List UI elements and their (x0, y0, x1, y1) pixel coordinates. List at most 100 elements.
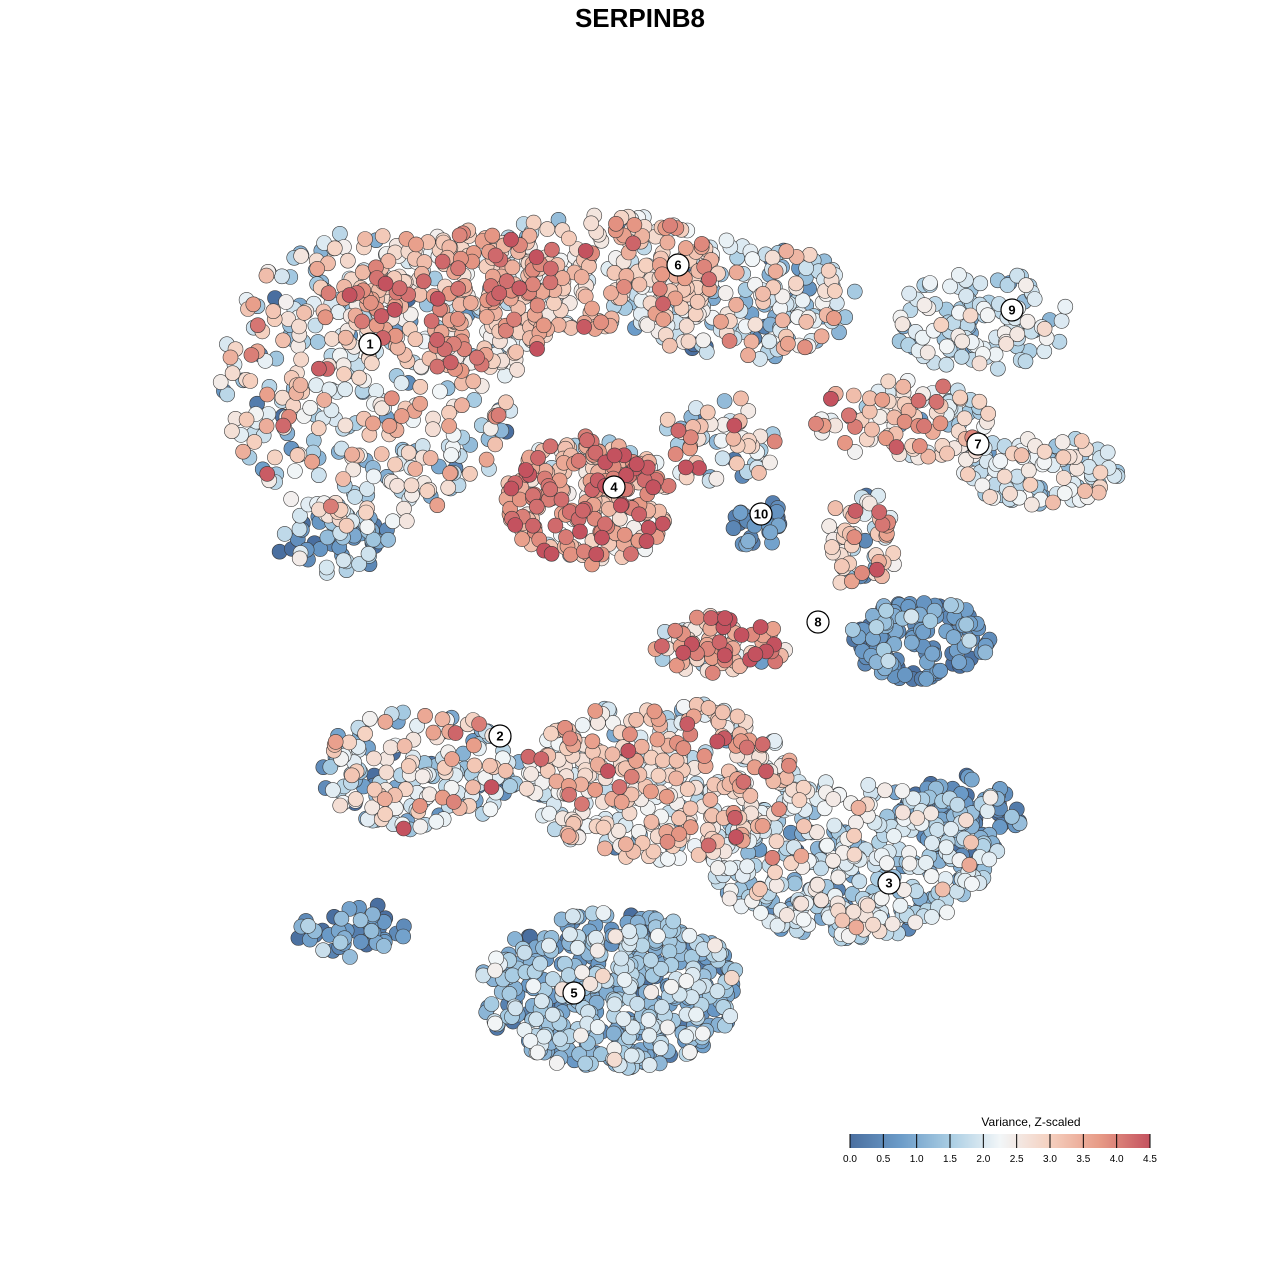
cell-point (795, 911, 812, 928)
cell-point (323, 498, 339, 515)
cell-point (831, 324, 847, 341)
cell-point (518, 780, 535, 797)
cell-point (1092, 464, 1109, 481)
cell-point (1077, 483, 1093, 499)
cell-point (733, 627, 750, 643)
cell-point (506, 311, 522, 328)
cluster-marker (562, 981, 586, 1005)
cell-point (963, 834, 979, 851)
cell-point (977, 644, 994, 661)
cell-point (245, 296, 262, 313)
cell-point (671, 826, 687, 842)
cell-point (377, 275, 394, 292)
cell-point (659, 1019, 676, 1036)
cell-point (693, 236, 710, 252)
cell-point (1036, 320, 1053, 337)
cell-point (573, 1027, 589, 1044)
cell-point (860, 777, 877, 793)
cell-point (670, 422, 687, 439)
cell-point (699, 404, 716, 421)
cell-point (897, 667, 913, 683)
cell-point (1053, 313, 1070, 329)
cell-point (901, 285, 918, 302)
cell-point (643, 814, 660, 830)
cell-point (300, 918, 317, 934)
cell-point (380, 253, 397, 269)
cell-point (535, 317, 552, 334)
cell-point (846, 827, 862, 844)
cell-point (762, 454, 778, 471)
cell-point (764, 249, 781, 266)
cell-point (726, 417, 743, 434)
cell-point (678, 318, 695, 334)
cell-point (429, 358, 446, 375)
cell-point (622, 726, 638, 743)
cell-point (338, 517, 355, 534)
cell-point (980, 405, 997, 422)
cell-point (362, 294, 379, 311)
cell-point (678, 973, 695, 989)
cell-point (886, 828, 902, 844)
cluster-number: 5 (570, 986, 577, 1001)
cell-point (577, 1055, 594, 1072)
cell-point (894, 804, 911, 821)
cell-point (359, 519, 376, 535)
cell-point (365, 415, 381, 432)
cell-point (638, 257, 654, 274)
cell-point (938, 839, 955, 856)
cell-point (296, 305, 312, 321)
cluster-label-4: 4 (602, 475, 626, 499)
cell-point (498, 273, 515, 290)
cell-point (386, 301, 403, 318)
cell-point (992, 819, 1008, 835)
cell-point (595, 819, 612, 836)
cell-point (717, 285, 734, 301)
cell-point (292, 507, 308, 524)
cell-point (440, 479, 457, 496)
cell-point (544, 1006, 561, 1023)
cell-point (374, 228, 391, 244)
cell-point (639, 317, 656, 333)
cell-point (909, 810, 926, 826)
cell-point (934, 881, 951, 898)
cell-point (442, 465, 458, 481)
cell-point (826, 817, 843, 834)
cell-point (451, 227, 468, 244)
cell-point (560, 828, 577, 844)
cell-point (449, 311, 466, 327)
cell-point (821, 518, 838, 535)
cell-point (594, 529, 610, 546)
cell-point (628, 456, 645, 473)
cell-point (682, 800, 699, 817)
cell-point (953, 348, 970, 365)
cell-point (408, 236, 424, 253)
cell-point (384, 513, 401, 530)
cell-point (796, 818, 812, 835)
cell-point (387, 456, 403, 473)
cell-point (597, 840, 613, 857)
cell-point (521, 227, 538, 244)
cell-point (939, 445, 955, 462)
cell-point (827, 500, 844, 517)
cell-point (576, 319, 592, 335)
cell-point (918, 855, 934, 871)
cell-point (434, 711, 451, 728)
cluster-marker (806, 610, 830, 634)
cell-point (616, 279, 632, 295)
cell-point (939, 904, 955, 921)
cell-point (729, 708, 746, 725)
cell-point (623, 768, 640, 785)
cell-point (880, 653, 897, 669)
cell-points (212, 207, 1126, 1076)
cell-point (335, 471, 352, 487)
cell-point (623, 546, 639, 562)
cell-point (336, 366, 352, 382)
cell-point (415, 273, 432, 290)
cell-point (444, 751, 460, 767)
cell-point (422, 450, 439, 466)
cell-point (558, 529, 574, 545)
cell-point (395, 928, 412, 945)
cell-point (522, 1033, 539, 1049)
cluster-number: 7 (974, 437, 981, 452)
